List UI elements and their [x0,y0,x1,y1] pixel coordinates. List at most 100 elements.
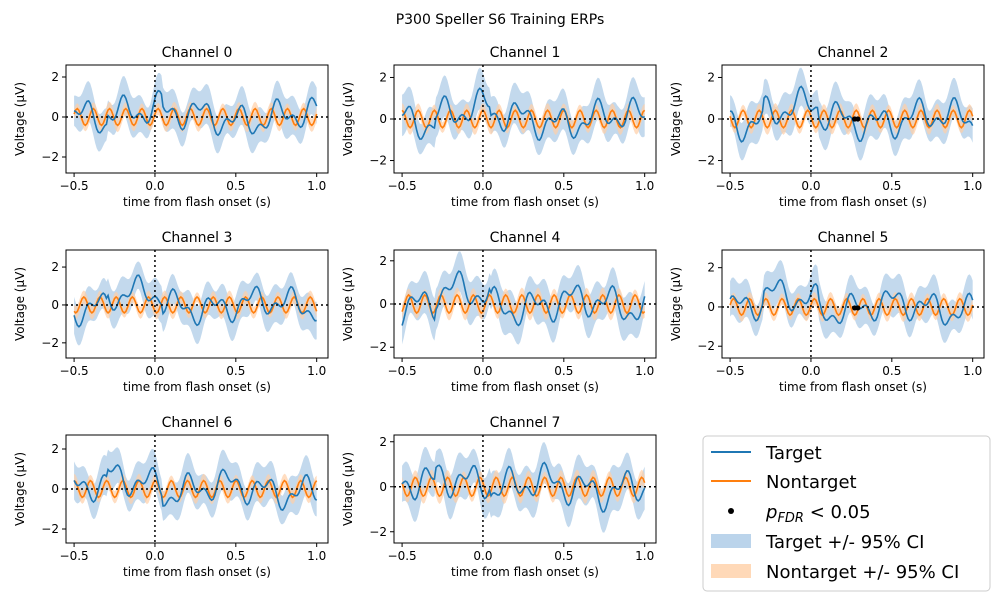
y-tick-label: 2 [51,260,59,274]
x-tick-label: 1.0 [307,179,326,193]
x-tick-label: −0.5 [388,549,417,563]
x-tick-label: −0.5 [716,179,745,193]
x-tick-label: 0.0 [473,364,492,378]
x-tick-label: 1.0 [635,179,654,193]
x-tick-label: −0.5 [716,364,745,378]
y-tick-label: −2 [369,154,387,168]
x-tick-label: 0.0 [145,549,164,563]
y-axis-label: Voltage (µV) [13,452,27,526]
x-axis-label: time from flash onset (s) [451,565,599,579]
panel-channel-3: −0.5 0.0 0.5 1.0 −2 0 2 Channel 3 time from flas… [13,230,329,394]
y-tick-label: −2 [369,340,387,354]
y-tick-label: 0 [379,112,387,126]
x-tick-label: 0.0 [145,364,164,378]
legend-significant-rest: < 0.05 [804,502,871,523]
x-tick-label: 0.0 [801,179,820,193]
panel-channel-4: −0.5 0.0 0.5 1.0 −2 0 2 Channel 4 time from flas… [341,230,657,394]
x-tick-label: 0.0 [801,364,820,378]
x-tick-label: 0.0 [473,549,492,563]
nontarget-ci-band [74,473,317,505]
nontarget-ci-band [402,287,645,321]
y-tick-label: 2 [379,435,387,449]
nontarget-line [729,297,974,317]
target-line [73,89,318,137]
y-tick-label: −2 [41,150,59,164]
y-tick-label: 2 [51,70,59,84]
nontarget-ci-band [74,290,317,320]
x-tick-label: −0.5 [388,364,417,378]
nontarget-line [401,476,646,498]
x-tick-label: 0.0 [473,179,492,193]
target-line [73,274,317,328]
y-axis-label: Voltage (µV) [669,82,683,156]
legend-target-ci-label: Target +/- 95% CI [765,532,924,553]
y-tick-label: −2 [697,154,715,168]
panel-title: Channel 5 [818,230,889,246]
x-tick-label: −0.5 [60,549,89,563]
panel-title: Channel 7 [490,415,561,431]
x-tick-label: 0.5 [554,549,573,563]
target-ci-band [402,67,645,156]
legend-target-label: Target [765,443,822,464]
y-tick-label: −2 [41,522,59,536]
y-tick-label: −2 [369,525,387,539]
target-line [729,278,974,326]
y-axis-label: Voltage (µV) [13,82,27,156]
y-tick-label: 2 [379,70,387,84]
x-tick-label: 1.0 [635,549,654,563]
nontarget-line [73,107,318,127]
target-ci-band [74,447,317,525]
y-tick-label: 0 [51,110,59,124]
y-axis-label: Voltage (µV) [341,267,355,341]
nontarget-line [401,293,646,315]
nontarget-line [729,109,974,129]
y-tick-label: 0 [707,300,715,314]
x-axis-label: time from flash onset (s) [451,195,599,209]
y-tick-label: 2 [51,442,59,456]
axes-frame [65,64,329,174]
significant-point [855,116,861,122]
target-ci-band [74,73,317,154]
y-tick-label: 0 [379,480,387,494]
legend-nontarget-ci-label: Nontarget +/- 95% CI [766,562,959,583]
panel-channel-5: −0.5 0.0 0.5 1.0 −2 0 2 Channel 5 time from flas… [669,230,985,394]
y-tick-label: 0 [379,297,387,311]
legend-nontarget-label: Nontarget [766,472,857,493]
legend-significant-label: pFDR < 0.05 [765,502,871,526]
axes-frame [393,434,657,544]
y-tick-label: 0 [51,482,59,496]
y-axis-label: Voltage (µV) [669,267,683,341]
y-tick-label: −2 [41,336,59,350]
panel-title: Channel 6 [162,415,233,431]
panel-title: Channel 2 [818,45,889,61]
panel-title: Channel 1 [490,45,561,61]
x-tick-label: 1.0 [635,364,654,378]
y-tick-label: 0 [51,298,59,312]
y-tick-label: 2 [707,261,715,275]
x-axis-label: time from flash onset (s) [123,565,271,579]
y-axis-label: Voltage (µV) [13,267,27,341]
x-tick-label: 1.0 [307,549,326,563]
legend-significant-p: p [765,502,777,523]
panel-title: Channel 4 [490,230,561,246]
legend-significant-sub: FDR [777,511,804,526]
x-tick-label: 0.5 [554,364,573,378]
y-tick-label: 2 [707,70,715,84]
panel-channel-2: −0.5 0.0 0.5 1.0 −2 0 2 Channel 2 time from flas… [669,45,985,209]
target-ci-band [730,259,973,343]
x-tick-label: 0.5 [226,179,245,193]
panel-channel-7: −0.5 0.0 0.5 1.0 −2 0 2 Channel 7 time from flas… [341,415,657,579]
panel-channel-6: −0.5 0.0 0.5 1.0 −2 0 2 Channel 6 time from flas… [13,415,329,579]
target-line [401,461,646,513]
x-tick-label: 0.5 [882,364,901,378]
x-tick-label: −0.5 [388,179,417,193]
nontarget-line [401,109,646,129]
significant-point [855,305,861,311]
panel-channel-0: −0.5 0.0 0.5 1.0 −2 0 2 Channel 0 time from flas… [13,45,329,209]
x-axis-label: time from flash onset (s) [123,380,271,394]
x-tick-label: −0.5 [60,364,89,378]
target-ci-band [730,67,973,161]
nontarget-line [73,479,318,499]
x-tick-label: 0.0 [145,179,164,193]
